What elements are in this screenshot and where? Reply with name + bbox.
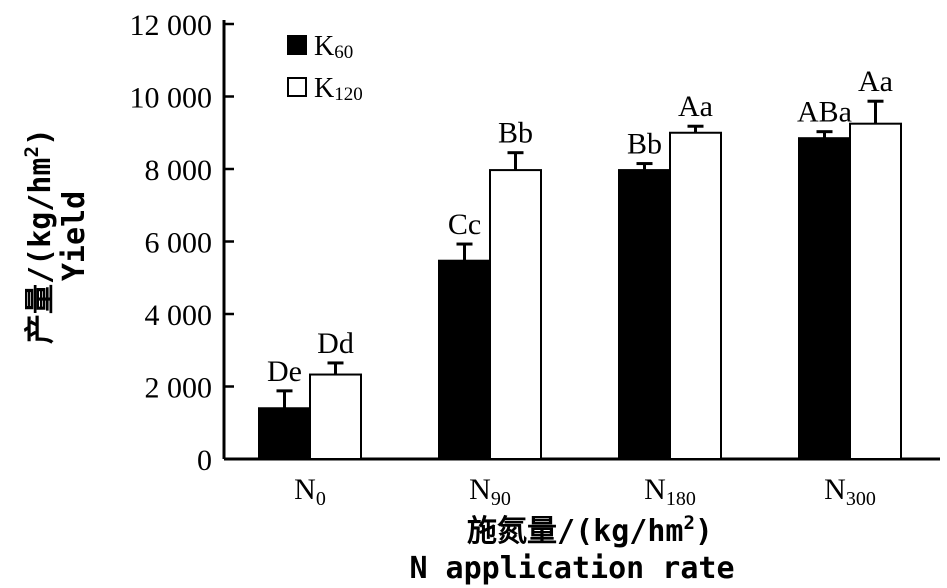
x-axis-title-close: ) <box>695 514 713 549</box>
legend-label-k120: K120 <box>314 73 363 105</box>
x-axis-title-main: 施氮量/(kg/hm <box>467 514 683 549</box>
significance-label: Bb <box>498 117 533 150</box>
significance-label: De <box>267 355 302 388</box>
legend-swatch-k60 <box>287 35 307 55</box>
legend-label-k60: K60 <box>314 31 353 63</box>
x-axis-title-secondary: N application rate <box>409 551 734 586</box>
significance-label: Bb <box>627 128 662 161</box>
x-tick-label-sub: 0 <box>316 488 326 510</box>
y-axis-title-close: ) <box>23 128 58 146</box>
legend-label-base: K <box>314 73 334 104</box>
bar-k60-n90 <box>438 259 491 460</box>
x-tick-label-sub: 180 <box>666 488 696 510</box>
bar-k60-n0 <box>258 407 311 460</box>
x-tick-label-base: N <box>294 473 316 506</box>
x-axis-title-sup: 2 <box>683 512 694 534</box>
legend-label-sub: 120 <box>334 84 363 105</box>
significance-label: ABa <box>797 96 852 129</box>
bar-k120-n90 <box>489 169 542 460</box>
x-tick-label-sub: 90 <box>491 488 511 510</box>
y-tick-label: 12 000 <box>130 9 213 42</box>
y-axis-title-main: 产量/(kg/hm <box>23 158 58 344</box>
significance-label: Cc <box>448 208 481 241</box>
x-tick-label-base: N <box>824 473 846 506</box>
y-tick-label: 4 000 <box>145 299 213 332</box>
legend-label-sub: 60 <box>334 42 353 63</box>
y-tick-label: 2 000 <box>145 372 213 405</box>
x-axis-title: 施氮量/(kg/hm2) <box>467 512 713 549</box>
x-tick-label-base: N <box>644 473 666 506</box>
bar-k60-n300 <box>798 137 851 460</box>
y-tick-label: 0 <box>197 444 212 477</box>
x-tick-label: N90 <box>469 473 511 510</box>
significance-label: Dd <box>317 327 354 360</box>
bar-k120-n300 <box>849 122 902 460</box>
y-tick-label: 10 000 <box>130 82 213 115</box>
x-tick-label-sub: 300 <box>846 488 876 510</box>
x-tick-label: N300 <box>824 473 876 510</box>
x-tick-label-base: N <box>469 473 491 506</box>
y-axis-title-group: 产量/(kg/hm2)Yield <box>21 128 92 344</box>
legend-swatch-k120 <box>287 77 307 97</box>
y-axis-title-secondary: Yield <box>57 191 92 281</box>
bar-k120-n180 <box>669 131 722 460</box>
y-axis-title: 产量/(kg/hm2) <box>21 128 58 344</box>
significance-label: Aa <box>858 65 893 98</box>
significance-label: Aa <box>678 90 713 123</box>
x-tick-label: N180 <box>644 473 696 510</box>
bar-k120-n0 <box>309 373 362 461</box>
y-axis-title-sup: 2 <box>21 146 43 157</box>
y-tick-label: 6 000 <box>145 227 213 260</box>
x-tick-label: N0 <box>294 473 326 510</box>
bar-k60-n180 <box>618 169 671 460</box>
y-tick-label: 8 000 <box>145 154 213 187</box>
axis-titles: 施氮量/(kg/hm2)N application rate产量/(kg/hm2… <box>21 128 735 586</box>
legend-label-base: K <box>314 31 334 62</box>
